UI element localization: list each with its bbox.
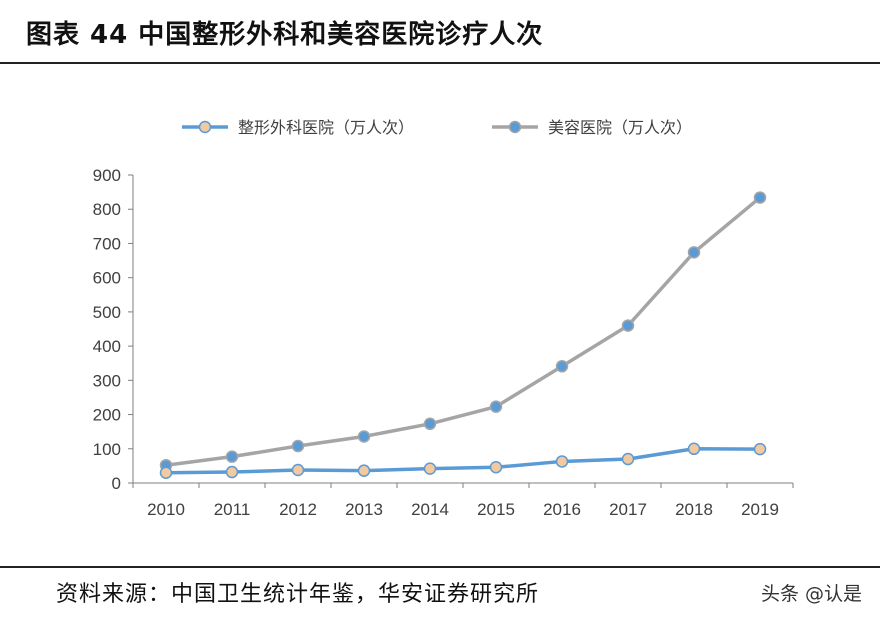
series-2 [159, 191, 767, 472]
y-tick-label: 100 [93, 440, 121, 459]
x-tick-label: 2015 [477, 500, 515, 519]
data-point [687, 246, 701, 259]
y-tick-label: 200 [93, 406, 121, 425]
x-tick-label: 2016 [543, 500, 581, 519]
y-tick-label: 400 [93, 337, 121, 356]
x-tick-label: 2017 [609, 500, 647, 519]
x-tick-label: 2011 [214, 500, 251, 519]
y-tick-label: 600 [93, 269, 121, 288]
series-line [165, 196, 762, 467]
data-point [687, 442, 701, 456]
data-point [753, 191, 767, 204]
series-line [165, 447, 761, 475]
chart-axes: 0 100 200 300 400 500 600 700 800 900 2010 2011 2012… [93, 166, 794, 519]
data-point [753, 442, 767, 456]
title-divider [0, 62, 880, 64]
y-tick-label: 0 [112, 474, 121, 493]
data-point [291, 463, 305, 477]
line-chart: 整形外科医院（万人次） 美容医院（万人次） 0 100 200 300 400 500 600… [93, 119, 794, 519]
y-tick-label: 900 [93, 166, 121, 185]
chart-legend: 整形外科医院（万人次） 美容医院（万人次） [182, 119, 692, 137]
data-point [225, 465, 239, 479]
x-tick-label: 2019 [741, 500, 779, 519]
x-tick-label: 2012 [279, 500, 317, 519]
data-point [555, 455, 569, 468]
x-tick-label: 2013 [345, 500, 383, 519]
x-tick-label: 2010 [147, 500, 185, 519]
data-point [225, 450, 239, 463]
x-tick-label: 2014 [411, 500, 449, 519]
watermark-text: 头条 @认是 [760, 583, 862, 605]
legend-label: 美容医院（万人次） [548, 119, 692, 137]
chart-area: 整形外科医院（万人次） 美容医院（万人次） 0 100 200 300 400 500 600… [0, 64, 880, 566]
legend-swatch-marker [508, 120, 522, 134]
data-point [621, 319, 635, 332]
data-point [357, 430, 371, 443]
x-tick-label: 2018 [675, 500, 713, 519]
legend-label: 整形外科医院（万人次） [238, 119, 414, 137]
data-point [555, 360, 569, 373]
data-point [291, 439, 305, 453]
data-point [621, 452, 635, 466]
y-tick-label: 300 [93, 371, 121, 390]
data-point [159, 466, 173, 479]
data-point [489, 461, 503, 474]
data-point [423, 462, 437, 475]
source-note: 资料来源：中国卫生统计年鉴，华安证券研究所 [56, 582, 540, 607]
data-point [357, 464, 371, 477]
page-title: 图表 44 中国整形外科和美容医院诊疗人次 [26, 20, 544, 50]
legend-item-2: 美容医院（万人次） [492, 119, 692, 137]
data-point [423, 417, 437, 431]
legend-item-1: 整形外科医院（万人次） [182, 119, 414, 137]
data-point [489, 400, 503, 413]
y-tick-label: 800 [93, 200, 121, 219]
y-tick-label: 700 [93, 234, 121, 253]
chart-series [159, 191, 767, 479]
footer-divider [0, 566, 880, 568]
legend-swatch-marker [198, 120, 212, 134]
series-1 [159, 442, 767, 479]
y-tick-label: 500 [93, 303, 121, 322]
